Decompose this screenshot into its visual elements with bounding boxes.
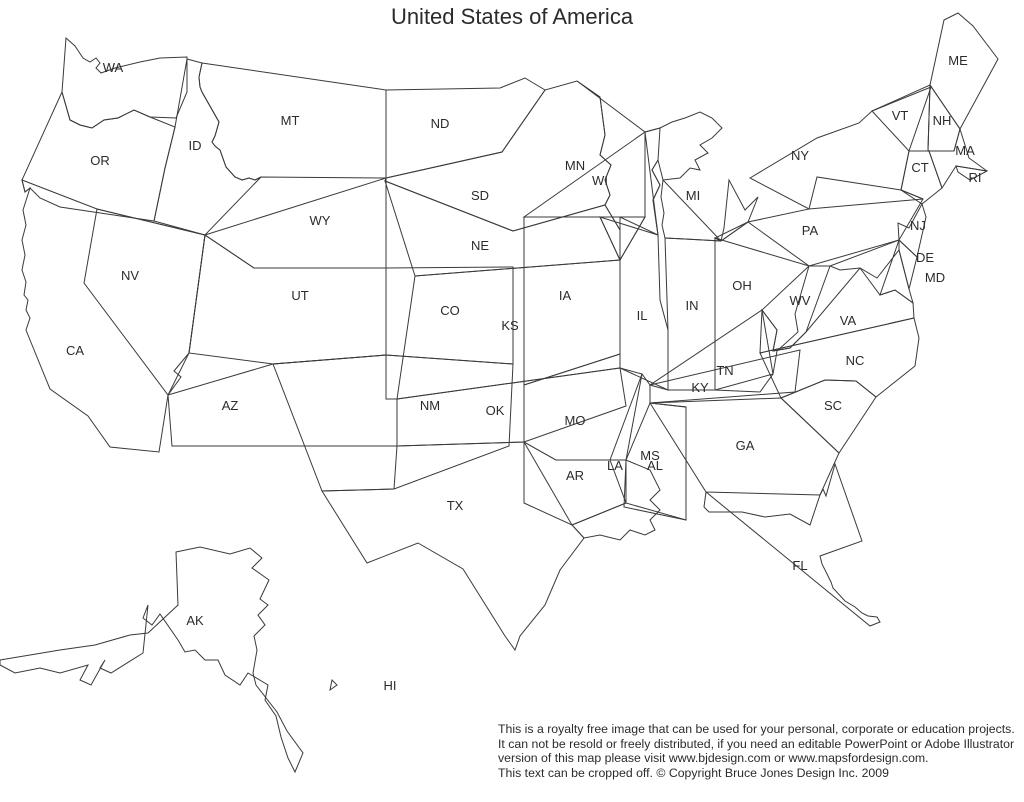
svg-text:NH: NH — [933, 113, 952, 128]
svg-text:NV: NV — [121, 268, 139, 283]
svg-text:MD: MD — [925, 270, 945, 285]
svg-text:IA: IA — [559, 288, 572, 303]
svg-text:CA: CA — [66, 343, 84, 358]
svg-text:VT: VT — [892, 108, 909, 123]
svg-text:HI: HI — [384, 678, 397, 693]
svg-text:KY: KY — [691, 380, 709, 395]
svg-text:GA: GA — [736, 438, 755, 453]
svg-text:ID: ID — [189, 138, 202, 153]
svg-text:WI: WI — [592, 173, 608, 188]
svg-text:OK: OK — [486, 403, 505, 418]
svg-text:WA: WA — [103, 60, 124, 75]
svg-text:FL: FL — [792, 558, 807, 573]
svg-text:OR: OR — [90, 153, 110, 168]
svg-text:NE: NE — [471, 238, 489, 253]
svg-text:NJ: NJ — [910, 218, 926, 233]
svg-text:NY: NY — [791, 148, 809, 163]
svg-text:OH: OH — [732, 278, 752, 293]
svg-text:RI: RI — [969, 170, 982, 185]
svg-text:WY: WY — [310, 213, 331, 228]
svg-text:CO: CO — [440, 303, 460, 318]
svg-text:TX: TX — [447, 498, 464, 513]
svg-text:WV: WV — [790, 293, 811, 308]
svg-text:ME: ME — [948, 53, 968, 68]
svg-text:PA: PA — [802, 223, 819, 238]
svg-text:IN: IN — [686, 298, 699, 313]
svg-text:TN: TN — [716, 363, 733, 378]
svg-text:IL: IL — [637, 308, 648, 323]
svg-text:UT: UT — [291, 288, 308, 303]
svg-text:NM: NM — [420, 398, 440, 413]
svg-text:ND: ND — [431, 116, 450, 131]
svg-text:MN: MN — [565, 158, 585, 173]
svg-text:MS: MS — [640, 448, 660, 463]
svg-text:LA: LA — [607, 458, 623, 473]
svg-text:AR: AR — [566, 468, 584, 483]
svg-text:AZ: AZ — [222, 398, 239, 413]
svg-text:SD: SD — [471, 188, 489, 203]
svg-text:AK: AK — [186, 613, 204, 628]
svg-text:VA: VA — [840, 313, 857, 328]
svg-text:MI: MI — [686, 188, 700, 203]
svg-text:MT: MT — [281, 113, 300, 128]
svg-text:KS: KS — [501, 318, 519, 333]
svg-text:CT: CT — [911, 160, 928, 175]
svg-text:MA: MA — [955, 143, 975, 158]
svg-text:SC: SC — [824, 398, 842, 413]
svg-text:NC: NC — [846, 353, 865, 368]
svg-text:MO: MO — [565, 413, 586, 428]
svg-text:DE: DE — [916, 250, 934, 265]
